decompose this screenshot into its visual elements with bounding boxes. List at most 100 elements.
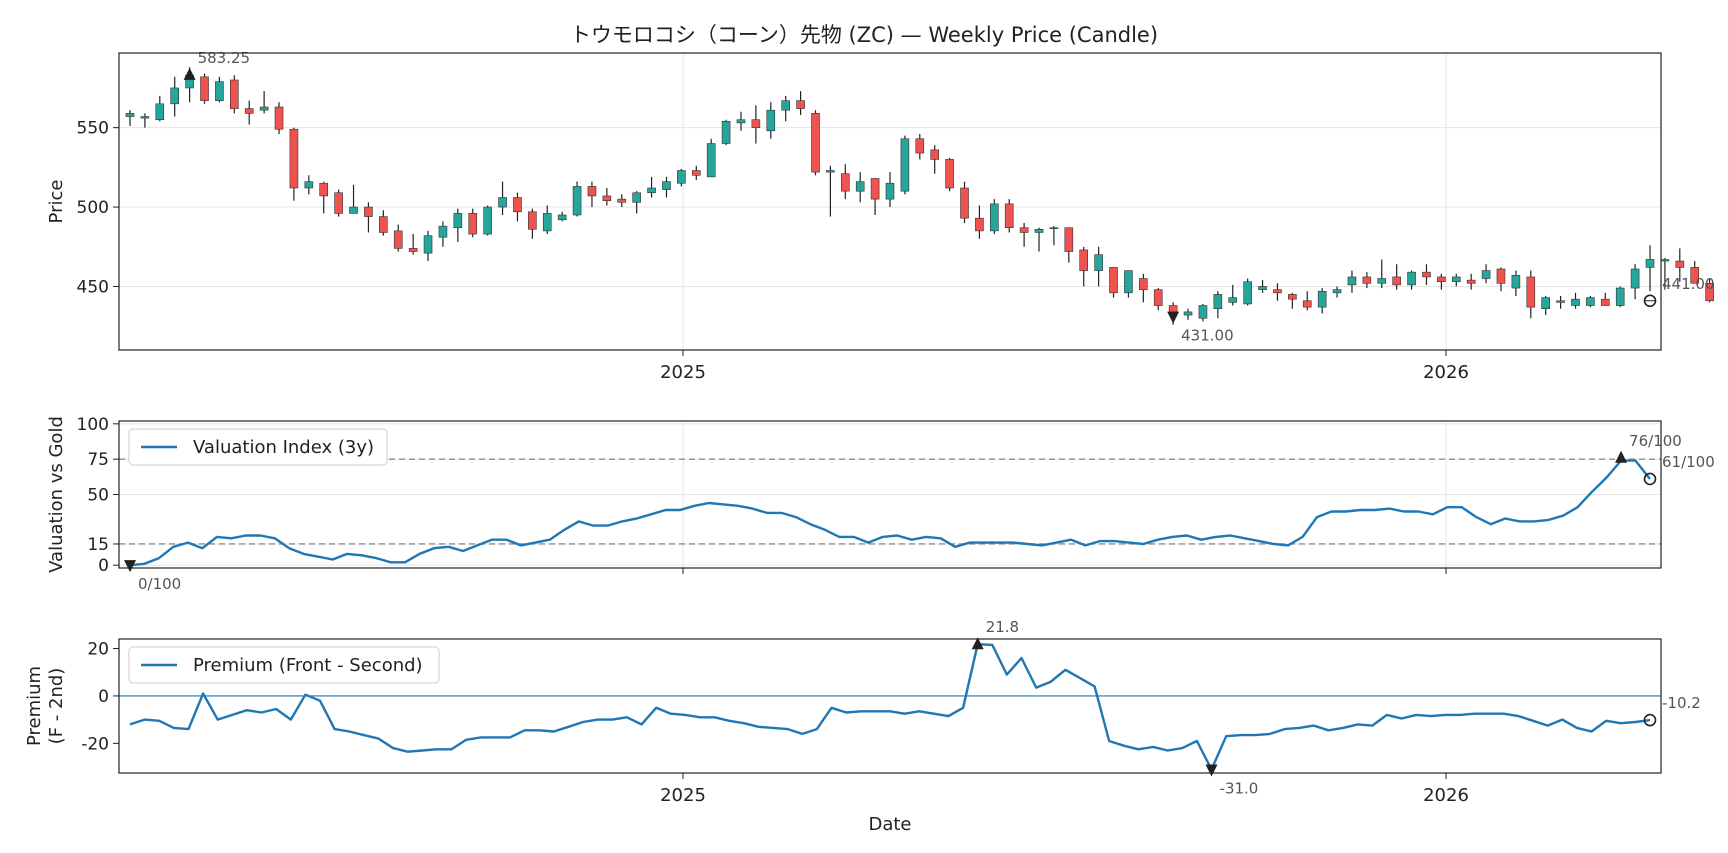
last-label: -10.2: [1662, 694, 1701, 712]
candle-body: [408, 248, 418, 252]
candle-body: [140, 116, 150, 119]
candle-body: [468, 213, 478, 235]
candle-body: [900, 138, 910, 192]
x-tick-label: 2025: [660, 362, 706, 383]
candle-body: [155, 103, 165, 121]
candle-body: [1228, 297, 1238, 303]
panel-frame: [118, 52, 1662, 351]
candle-body: [1705, 282, 1714, 302]
candle-body: [781, 100, 790, 111]
x-tick-label: 2025: [660, 785, 706, 806]
max-label: 583.25: [198, 49, 251, 67]
candle-body: [1615, 287, 1625, 306]
candle-body: [1392, 276, 1401, 286]
series-line: [129, 643, 1651, 771]
candle-body: [736, 119, 746, 124]
candle-body: [1377, 278, 1387, 284]
legend-box: [128, 646, 440, 684]
candle-body: [1258, 286, 1267, 290]
figure-title: トウモロコシ（コーン）先物 (ZC) — Weekly Price (Candl…: [570, 23, 1158, 47]
candle-body: [274, 106, 284, 130]
candle-body: [1109, 267, 1118, 294]
y-tick-label: 75: [87, 450, 109, 470]
legend-label: Premium (Front - Second): [193, 655, 423, 676]
candle-body: [751, 119, 761, 128]
candle-body: [334, 192, 343, 214]
candle-body: [1571, 298, 1580, 306]
candle-body: [617, 198, 627, 203]
x-tick-label: 2026: [1423, 785, 1469, 806]
candle-body: [170, 87, 180, 105]
max-marker: [1615, 450, 1628, 463]
y-axis-label: Price: [46, 180, 67, 224]
candle-body: [125, 113, 135, 117]
y-tick-label: -20: [81, 734, 109, 754]
candle-body: [1019, 227, 1029, 233]
candle-body: [826, 170, 835, 173]
y-axis-label-line: (F - 2nd): [46, 668, 67, 745]
candle-body: [1407, 271, 1416, 286]
candle-body: [870, 178, 880, 200]
candle-body: [259, 106, 269, 111]
max-label: 21.8: [986, 618, 1019, 636]
y-tick-label: 500: [77, 198, 109, 218]
legend-label: Valuation Index (3y): [193, 437, 374, 458]
max-marker: [971, 637, 984, 650]
y-tick-label: 50: [87, 486, 109, 506]
candle-body: [572, 186, 582, 216]
candle-body: [1094, 254, 1103, 271]
panel-frame: [118, 638, 1662, 774]
candle-body: [915, 138, 925, 154]
candle-body: [319, 182, 329, 197]
candle-body: [1347, 276, 1357, 286]
candle-body: [1004, 203, 1014, 229]
candle-body: [304, 181, 314, 189]
series-line: [129, 459, 1651, 567]
candle-body: [632, 192, 641, 203]
y-tick-label: 0: [98, 687, 109, 707]
candle-body: [587, 186, 597, 197]
candle-body: [1541, 297, 1550, 310]
candle-body: [289, 128, 299, 189]
candle-body: [766, 109, 776, 132]
candle-body: [1243, 281, 1252, 305]
candle-body: [453, 213, 463, 229]
y-tick-label: 20: [87, 639, 109, 659]
candle-body: [602, 195, 612, 202]
candle-body: [1690, 267, 1700, 284]
candle-body: [1481, 270, 1491, 279]
y-axis-label: Valuation vs Gold: [46, 416, 67, 573]
candle-body: [1302, 300, 1312, 308]
candle-body: [557, 214, 567, 221]
candle-body: [1034, 228, 1044, 233]
candle-body: [647, 187, 656, 194]
candle-body: [393, 230, 403, 249]
candle-body: [542, 213, 552, 232]
candle-body: [1630, 268, 1640, 289]
candle-body: [945, 159, 954, 189]
candle-body: [1675, 260, 1685, 268]
legend-box: [128, 428, 388, 466]
candle-body: [423, 235, 433, 254]
candle-body: [1124, 270, 1133, 294]
candle-body: [1660, 259, 1670, 262]
candle-body: [364, 206, 373, 217]
candle-body: [498, 197, 507, 208]
candle-body: [1466, 279, 1476, 284]
y-tick-label: 0: [98, 556, 109, 576]
candle-body: [215, 81, 224, 101]
candle-body: [677, 170, 686, 184]
min-label: -31.0: [1220, 779, 1259, 797]
candle-body: [528, 211, 537, 230]
candle-body: [1556, 300, 1565, 303]
candle-body: [1288, 294, 1297, 300]
candle-body: [1139, 278, 1148, 290]
candle-body: [691, 170, 701, 176]
candle-body: [1064, 227, 1074, 252]
candle-body: [1362, 276, 1372, 284]
candle-body: [990, 203, 999, 232]
candle-body: [840, 173, 850, 192]
candle-body: [1273, 289, 1282, 294]
candle-body: [855, 181, 865, 192]
